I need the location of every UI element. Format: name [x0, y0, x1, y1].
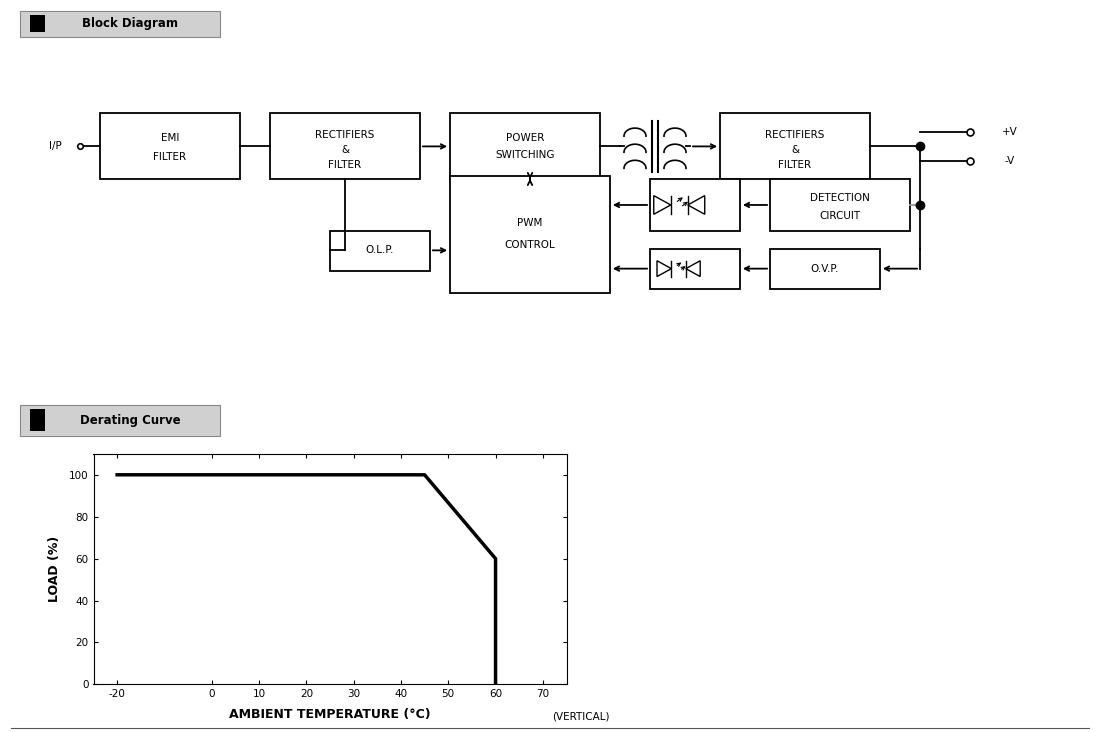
Text: &: & — [341, 145, 349, 155]
Text: SWITCHING: SWITCHING — [495, 150, 554, 160]
Bar — [650, 179, 740, 231]
Bar — [20, 11, 220, 37]
Text: FILTER: FILTER — [153, 152, 187, 163]
Bar — [450, 113, 600, 179]
Text: (VERTICAL): (VERTICAL) — [552, 712, 609, 722]
Bar — [100, 113, 240, 179]
Text: FILTER: FILTER — [329, 160, 362, 170]
Bar — [330, 231, 430, 271]
Bar — [770, 249, 880, 289]
Text: I/P: I/P — [48, 141, 62, 152]
Bar — [270, 113, 420, 179]
Text: POWER: POWER — [506, 132, 544, 143]
Text: EMI: EMI — [161, 132, 179, 143]
Text: CONTROL: CONTROL — [505, 240, 556, 250]
Bar — [30, 15, 45, 32]
Bar — [30, 409, 45, 431]
Text: RECTIFIERS: RECTIFIERS — [316, 130, 375, 141]
Text: DETECTION: DETECTION — [810, 193, 870, 203]
Text: RECTIFIERS: RECTIFIERS — [766, 130, 825, 141]
Text: O.V.P.: O.V.P. — [811, 264, 839, 274]
Bar — [770, 179, 910, 231]
Text: &: & — [791, 145, 799, 155]
X-axis label: AMBIENT TEMPERATURE (°C): AMBIENT TEMPERATURE (°C) — [229, 708, 431, 720]
Text: CIRCUIT: CIRCUIT — [820, 211, 860, 221]
Text: Derating Curve: Derating Curve — [79, 414, 180, 427]
Bar — [720, 113, 870, 179]
Y-axis label: LOAD (%): LOAD (%) — [47, 536, 60, 602]
Bar — [20, 405, 220, 436]
Text: -V: -V — [1005, 156, 1015, 166]
Bar — [450, 176, 610, 293]
Text: FILTER: FILTER — [779, 160, 812, 170]
Text: +V: +V — [1002, 127, 1018, 137]
Text: PWM: PWM — [517, 218, 542, 228]
Text: Block Diagram: Block Diagram — [82, 17, 178, 30]
Bar — [650, 249, 740, 289]
Text: O.L.P.: O.L.P. — [366, 245, 394, 255]
